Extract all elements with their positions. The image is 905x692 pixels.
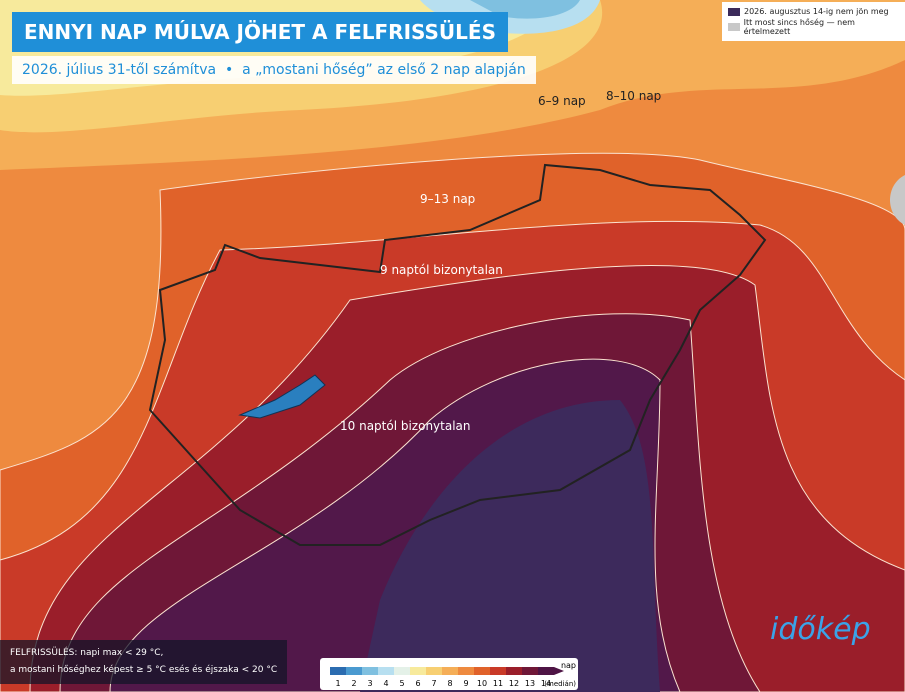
- legend-label: 2026. augusztus 14-ig nem jön meg: [744, 7, 889, 16]
- logo: időkép: [770, 612, 871, 647]
- footnote: FELFRISSÜLÉS: napi max < 29 °C, a mostani…: [0, 640, 288, 684]
- colorbar-tick-label: 7: [431, 679, 436, 688]
- legend-item: Itt most sincs hőség — nem értelmezett: [728, 18, 899, 36]
- footnote-line: FELFRISSÜLÉS: napi max < 29 °C,: [10, 648, 164, 658]
- colorbar-unit: nap: [561, 661, 576, 670]
- colorbar-segment: [490, 667, 506, 675]
- colorbar-tick-label: 2: [351, 679, 356, 688]
- colorbar-segment: [506, 667, 522, 675]
- colorbar-segment: [522, 667, 538, 675]
- colorbar-tick-label: 10: [477, 679, 487, 688]
- colorbar-segment: [378, 667, 394, 675]
- map-label: 10 naptól bizonytalan: [340, 419, 471, 433]
- colorbar-arrow: [554, 667, 564, 675]
- colorbar-tick-label: 5: [399, 679, 404, 688]
- colorbar-tick-label: 9: [463, 679, 468, 688]
- legend-swatch: [728, 7, 740, 16]
- colorbar-segment: [458, 667, 474, 675]
- colorbar-tick-label: 4: [383, 679, 388, 688]
- colorbar-segment: [442, 667, 458, 675]
- colorbar-tick-label: 6: [415, 679, 420, 688]
- legend-item: 2026. augusztus 14-ig nem jön meg: [728, 7, 899, 16]
- legend-swatch: [728, 23, 740, 31]
- colorbar-segment: [394, 667, 410, 675]
- colorbar-segment: [410, 667, 426, 675]
- colorbar-tick-label: 1: [335, 679, 340, 688]
- colorbar-tick-label: 11: [493, 679, 503, 688]
- map-label: 9 naptól bizonytalan: [380, 263, 503, 277]
- colorbar-segment: [346, 667, 362, 675]
- map-label: 9–13 nap: [420, 192, 475, 206]
- title: ENNYI NAP MÚLVA JÖHET A FELFRISSÜLÉS: [12, 12, 508, 52]
- colorbar-segment: [330, 667, 346, 675]
- subtitle: 2026. július 31-től számítva • a „mostan…: [12, 56, 536, 84]
- colorbar-box: 1 2 3 4 5 6 7 8 9 10 11 12 13 14 nap (medián): [320, 658, 578, 690]
- colorbar-tick-label: 3: [367, 679, 372, 688]
- footnote-line: a mostani hőséghez képest ≥ 5 °C esés és…: [10, 665, 278, 675]
- colorbar-segment: [362, 667, 378, 675]
- legend: 2026. augusztus 14-ig nem jön meg Itt mos…: [722, 2, 905, 41]
- colorbar-segment: [474, 667, 490, 675]
- map-label: 8–10 nap: [606, 89, 661, 103]
- colorbar-tick-label: 12: [509, 679, 519, 688]
- colorbar-segment: [426, 667, 442, 675]
- colorbar-tick-label: 14: [541, 679, 551, 688]
- map-label: 6–9 nap: [538, 94, 586, 108]
- colorbar-tick-label: 13: [525, 679, 535, 688]
- colorbar-tick-label: 8: [447, 679, 452, 688]
- legend-label: Itt most sincs hőség — nem értelmezett: [743, 18, 855, 36]
- colorbar-segment: [538, 667, 554, 675]
- colorbar-unit-note: (medián): [544, 680, 576, 688]
